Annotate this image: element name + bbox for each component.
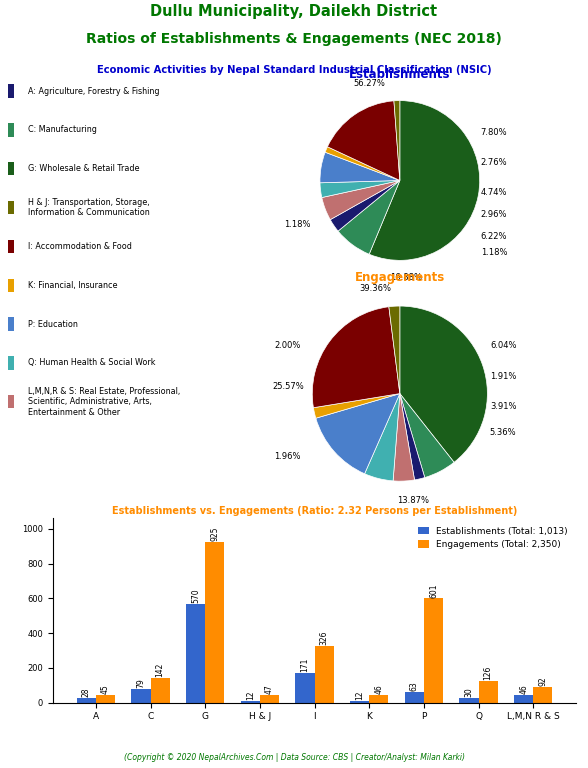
Text: 63: 63 [410, 681, 419, 691]
Wedge shape [400, 394, 454, 478]
Text: Ratios of Establishments & Engagements (NEC 2018): Ratios of Establishments & Engagements (… [86, 32, 502, 46]
Text: 126: 126 [484, 666, 493, 680]
Wedge shape [394, 101, 400, 180]
Wedge shape [400, 394, 425, 480]
Text: 12: 12 [355, 690, 364, 700]
Bar [260, 694, 279, 703]
Bar [514, 695, 533, 703]
Wedge shape [322, 180, 400, 220]
Text: 2.76%: 2.76% [481, 158, 507, 167]
Text: 1.91%: 1.91% [490, 372, 516, 381]
Text: 12: 12 [246, 690, 255, 700]
Text: 39.36%: 39.36% [359, 284, 392, 293]
Text: 570: 570 [191, 588, 200, 603]
Text: 925: 925 [211, 527, 219, 541]
Text: 6.22%: 6.22% [481, 232, 507, 241]
Text: G: Wholesale & Retail Trade: G: Wholesale & Retail Trade [28, 164, 140, 174]
Text: L,M,N,R & S: Real Estate, Professional,
Scientific, Administrative, Arts,
Entert: L,M,N,R & S: Real Estate, Professional, … [28, 387, 181, 416]
Bar [8, 162, 15, 175]
Bar [8, 356, 15, 369]
Text: 171: 171 [300, 658, 309, 672]
Text: 92: 92 [539, 677, 547, 686]
Wedge shape [313, 394, 400, 419]
Wedge shape [320, 180, 400, 197]
Bar [8, 201, 15, 214]
Bar [8, 279, 15, 292]
Bar [151, 678, 170, 703]
Text: 79: 79 [136, 679, 145, 688]
Wedge shape [393, 394, 415, 482]
Wedge shape [316, 394, 400, 474]
Title: Engagements: Engagements [355, 271, 445, 284]
Wedge shape [320, 152, 400, 183]
Text: 5.36%: 5.36% [490, 429, 516, 438]
Wedge shape [330, 180, 400, 231]
Bar [315, 646, 334, 703]
Text: 4.74%: 4.74% [481, 188, 507, 197]
Text: H & J: Transportation, Storage,
Information & Communication: H & J: Transportation, Storage, Informat… [28, 198, 150, 217]
Title: Establishments: Establishments [349, 68, 450, 81]
Bar [350, 700, 369, 703]
Text: 601: 601 [429, 583, 438, 598]
Bar [8, 240, 15, 253]
Text: 6.04%: 6.04% [490, 341, 516, 350]
Bar [369, 695, 389, 703]
Text: (Copyright © 2020 NepalArchives.Com | Data Source: CBS | Creator/Analyst: Milan : (Copyright © 2020 NepalArchives.Com | Da… [123, 753, 465, 762]
Bar [8, 317, 15, 331]
Text: 2.00%: 2.00% [275, 341, 301, 350]
Bar [205, 542, 225, 703]
Text: K: Financial, Insurance: K: Financial, Insurance [28, 281, 118, 290]
Bar [131, 689, 151, 703]
Text: 142: 142 [156, 663, 165, 677]
Text: 46: 46 [519, 684, 528, 694]
Text: Dullu Municipality, Dailekh District: Dullu Municipality, Dailekh District [151, 4, 437, 19]
Wedge shape [338, 180, 400, 254]
Wedge shape [400, 306, 487, 462]
Wedge shape [365, 394, 400, 481]
Text: 30: 30 [465, 687, 473, 697]
Text: 1.96%: 1.96% [275, 452, 301, 461]
Bar [405, 692, 424, 703]
Bar [76, 698, 96, 703]
Text: C: Manufacturing: C: Manufacturing [28, 125, 97, 134]
Legend: Establishments (Total: 1,013), Engagements (Total: 2,350): Establishments (Total: 1,013), Engagemen… [415, 523, 572, 553]
Text: 25.57%: 25.57% [272, 382, 303, 391]
Text: 13.87%: 13.87% [397, 496, 429, 505]
Bar [424, 598, 443, 703]
Bar [533, 687, 553, 703]
Text: 7.80%: 7.80% [481, 128, 507, 137]
Wedge shape [312, 306, 400, 408]
Text: 2.96%: 2.96% [481, 210, 507, 219]
Bar [186, 604, 205, 703]
Wedge shape [328, 101, 400, 180]
Bar [8, 84, 15, 98]
Text: 326: 326 [320, 631, 329, 645]
Text: 3.91%: 3.91% [490, 402, 516, 411]
Wedge shape [325, 147, 400, 180]
Text: P: Education: P: Education [28, 319, 78, 329]
Text: 46: 46 [375, 684, 383, 694]
Bar [240, 700, 260, 703]
Bar [479, 680, 498, 703]
Bar [96, 695, 115, 703]
Text: 47: 47 [265, 684, 274, 694]
Bar [8, 124, 15, 137]
Text: I: Accommodation & Food: I: Accommodation & Food [28, 242, 132, 251]
Title: Establishments vs. Engagements (Ratio: 2.32 Persons per Establishment): Establishments vs. Engagements (Ratio: 2… [112, 506, 517, 516]
Wedge shape [389, 306, 400, 394]
Wedge shape [369, 101, 480, 260]
Bar [295, 673, 315, 703]
Text: 1.18%: 1.18% [481, 248, 507, 257]
Bar [8, 395, 15, 409]
Text: 56.27%: 56.27% [353, 78, 385, 88]
Text: Q: Human Health & Social Work: Q: Human Health & Social Work [28, 359, 156, 367]
Text: 28: 28 [82, 687, 91, 697]
Text: 45: 45 [101, 684, 110, 694]
Text: 1.18%: 1.18% [285, 220, 311, 229]
Text: Economic Activities by Nepal Standard Industrial Classification (NSIC): Economic Activities by Nepal Standard In… [96, 65, 492, 74]
Bar [459, 697, 479, 703]
Text: 16.88%: 16.88% [390, 273, 422, 283]
Text: A: Agriculture, Forestry & Fishing: A: Agriculture, Forestry & Fishing [28, 87, 160, 96]
